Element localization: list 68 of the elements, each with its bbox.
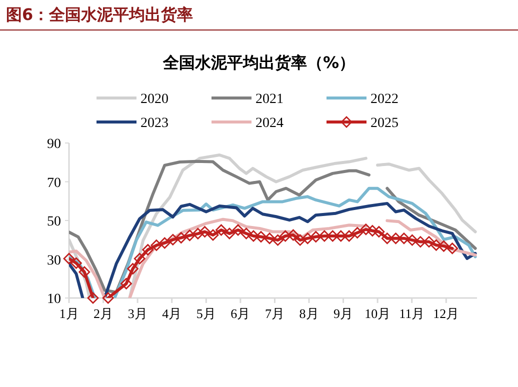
point	[360, 224, 372, 236]
legend-label: 2025	[370, 116, 398, 131]
point	[142, 244, 154, 256]
x-tick-label: 3月	[128, 306, 148, 321]
x-tick-label: 11月	[399, 306, 425, 321]
x-tick-label: 8月	[299, 306, 319, 321]
point	[184, 230, 196, 242]
point	[120, 278, 132, 290]
point	[390, 232, 402, 244]
point	[438, 240, 450, 252]
x-tick-label: 12月	[433, 306, 460, 321]
point	[102, 292, 114, 304]
point	[302, 232, 314, 244]
point	[240, 228, 252, 240]
y-tick-label: 30	[47, 253, 61, 268]
point	[288, 229, 299, 241]
point	[373, 226, 385, 238]
legend-label: 2020	[140, 92, 168, 107]
point	[167, 234, 179, 246]
caption: 图6：全国水泥平均出货率	[6, 5, 194, 24]
point	[255, 231, 267, 242]
point	[134, 252, 146, 264]
y-tick-label: 10	[47, 292, 61, 307]
x-tick-label: 1月	[59, 306, 79, 321]
point	[207, 229, 219, 241]
point	[127, 263, 138, 274]
y-tick-label: 90	[47, 137, 61, 152]
x-tick-label: 4月	[162, 306, 182, 321]
point	[264, 232, 276, 244]
point	[232, 224, 244, 236]
point	[446, 242, 458, 254]
x-tick-label: 6月	[230, 306, 250, 321]
point	[78, 266, 90, 278]
point	[192, 228, 204, 240]
point	[63, 252, 75, 264]
point	[414, 236, 426, 248]
point	[70, 257, 82, 269]
legend-label: 2022	[370, 92, 398, 107]
point	[352, 227, 364, 238]
legend-label: 2021	[256, 92, 284, 107]
chart-title: 全国水泥平均出货率（%）	[162, 53, 356, 72]
point	[199, 226, 210, 238]
y-tick-label: 70	[47, 176, 61, 191]
point	[87, 292, 99, 304]
point	[175, 232, 187, 244]
x-tick-label: 9月	[334, 306, 354, 321]
point	[381, 232, 393, 244]
legend-label: 2024	[256, 116, 284, 131]
point	[423, 236, 435, 248]
point	[158, 237, 170, 249]
point	[310, 231, 322, 242]
point	[224, 228, 236, 240]
y-tick-label: 50	[47, 214, 61, 230]
point	[430, 239, 442, 251]
point	[272, 234, 284, 246]
point	[248, 230, 260, 242]
point	[216, 224, 227, 236]
x-tick-label: 2月	[94, 306, 114, 321]
legend-label: 2023	[140, 116, 168, 131]
point	[150, 240, 162, 251]
point	[294, 234, 306, 246]
point	[366, 225, 378, 236]
point	[406, 234, 418, 246]
point	[280, 230, 292, 242]
x-tick-label: 7月	[264, 306, 284, 321]
point	[398, 232, 410, 244]
x-tick-label: 5月	[196, 306, 216, 321]
x-tick-label: 10月	[364, 306, 391, 321]
